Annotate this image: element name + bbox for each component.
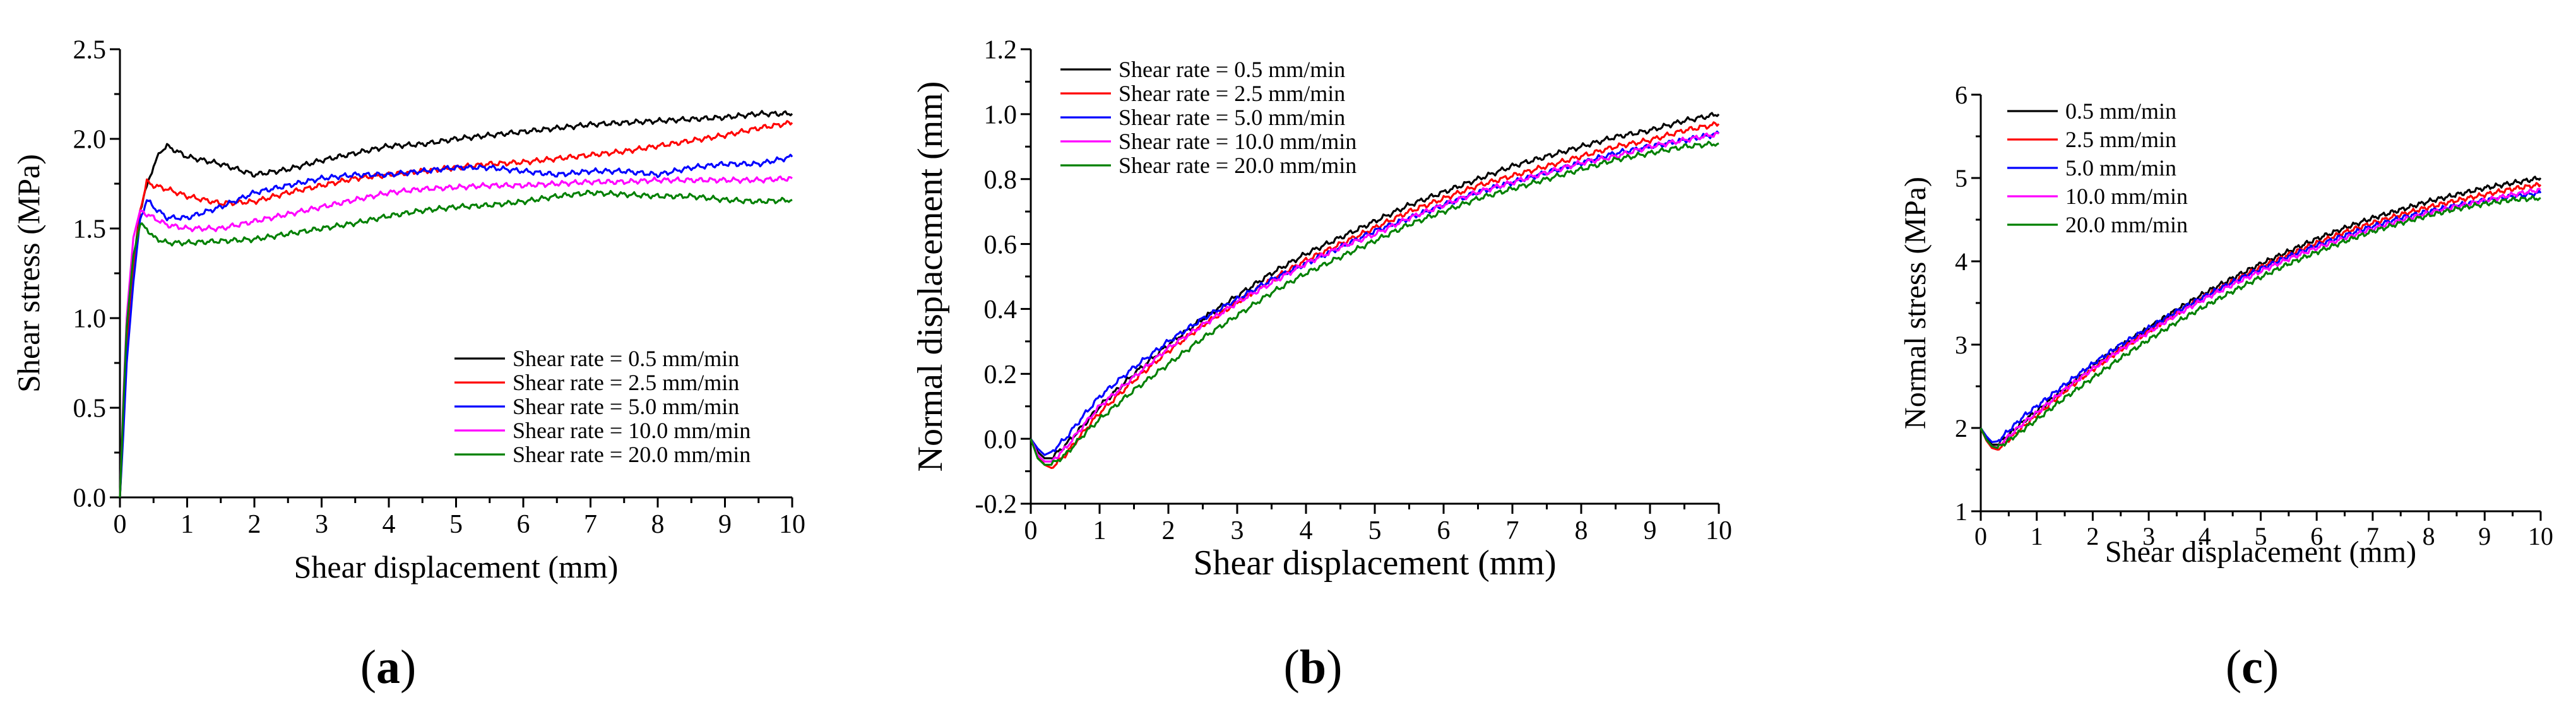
x-tick-label: 3 [2142,522,2155,550]
series-line-5 [1979,195,2541,449]
legend-entry-label: Shear rate = 0.5 mm/min [513,346,739,371]
legend-entry-label: Shear rate = 20.0 mm/min [513,442,751,467]
legend-entry-label: 10.0 mm/min [2065,184,2188,209]
x-tick-label: 5 [1368,516,1382,545]
x-tick-label: 10 [2528,522,2553,550]
series-line-5 [119,189,793,498]
x-tick-label: 1 [2031,522,2043,550]
x-tick-label: 10 [1706,516,1732,545]
y-tick-label: 6 [1955,81,1968,109]
legend-entry-label: Shear rate = 0.5 mm/min [1119,57,1345,82]
x-tick-label: 0 [1974,522,1987,550]
x-tick-label: 0 [114,510,127,539]
y-axis-label: Normal stress (MPa) [1899,177,1932,429]
x-axis-label: Shear displacement (mm) [294,549,619,584]
x-axis-label: Shear displacement (mm) [1193,543,1556,583]
x-tick-label: 8 [651,510,665,539]
y-tick-label: 2 [1955,414,1968,442]
y-tick-label: 1.2 [984,36,1018,65]
y-tick-label: 0.0 [73,484,107,513]
series-line-3 [1030,130,1720,456]
x-tick-label: 3 [1231,516,1244,545]
x-tick-label: 1 [1093,516,1107,545]
chart-panel-1: 0 1 2 3 4 5 6 7 8 9 10 0.0 0.5 1.0 1.5 2.0 2.5 Shear disp… [11,36,805,694]
x-tick-label: 6 [2310,522,2323,550]
x-tick-label: 6 [517,510,530,539]
legend-entry-label: 20.0 mm/min [2065,212,2188,237]
series-line-2 [1030,121,1720,470]
legend-entry-label: Shear rate = 5.0 mm/min [513,394,739,419]
y-tick-label: 0.8 [984,165,1018,194]
x-tick-label: 0 [1024,516,1038,545]
legend-entry-label: 0.5 mm/min [2065,98,2176,124]
x-tick-label: 1 [181,510,194,539]
x-tick-label: 9 [718,510,732,539]
y-tick-label: 5 [1955,164,1968,193]
x-tick-label: 9 [2478,522,2491,550]
y-tick-label: 1.0 [984,101,1018,130]
y-tick-label: 1 [1955,497,1968,526]
x-tick-label: 8 [2423,522,2435,550]
y-tick-label: 1.0 [73,305,107,334]
x-tick-label: 10 [779,510,805,539]
x-tick-label: 6 [1437,516,1451,545]
x-tick-label: 9 [1644,516,1657,545]
x-tick-label: 2 [2086,522,2099,550]
y-tick-label: -0.2 [975,490,1018,519]
y-tick-label: 3 [1955,331,1968,359]
x-axis-label: Shear displacement (mm) [2105,535,2416,569]
chart-panel-2: 0 1 2 3 4 5 6 7 8 9 10 -0.2 0.0 0.2 0.4 0.6 0.8 1.0 1.2 She… [911,36,1732,694]
legend: 0.5 mm/min 2.5 mm/min 5.0 mm/min 10.0 mm/mi… [2007,98,2188,237]
legend-entry-label: 2.5 mm/min [2065,127,2176,152]
y-tick-label: 2.0 [73,126,107,155]
x-tick-label: 8 [1575,516,1588,545]
series-line-5 [1030,141,1719,466]
x-tick-label: 4 [2199,522,2211,550]
x-tick-label: 5 [2255,522,2267,550]
x-tick-label: 4 [1300,516,1313,545]
x-tick-label: 2 [248,510,261,539]
x-tick-label: 7 [1506,516,1519,545]
y-tick-label: 0.4 [984,295,1018,324]
x-tick-label: 4 [383,510,396,539]
series-line-4 [119,175,793,498]
series-line-3 [119,153,793,498]
y-tick-label: 2.5 [73,36,107,65]
legend-entry-label: Shear rate = 2.5 mm/min [1119,81,1345,106]
legend-entry-label: Shear rate = 5.0 mm/min [1119,105,1345,130]
x-tick-label: 2 [1162,516,1175,545]
legend-entry-label: Shear rate = 2.5 mm/min [513,370,739,395]
y-tick-label: 0.2 [984,360,1018,389]
panel-label: (b) [1284,641,1343,694]
x-tick-label: 7 [584,510,597,539]
y-tick-label: 1.5 [73,215,107,244]
panel-label: (c) [2226,641,2279,694]
y-tick-label: 0.0 [984,425,1018,454]
y-tick-label: 4 [1955,247,1968,276]
legend-entry-label: 5.0 mm/min [2065,155,2176,181]
series-line-1 [119,110,793,498]
y-axis-label: Shear stress (MPa) [11,154,46,393]
series-line-4 [1030,131,1719,463]
x-tick-label: 5 [449,510,463,539]
x-tick-label: 7 [2366,522,2379,550]
x-tick-label: 3 [315,510,328,539]
y-tick-label: 0.6 [984,230,1018,259]
y-axis-label: Normal displacement (mm) [911,81,950,472]
legend-entry-label: Shear rate = 10.0 mm/min [513,418,751,443]
legend-entry-label: Shear rate = 10.0 mm/min [1119,129,1356,154]
legend-entry-label: Shear rate = 20.0 mm/min [1119,153,1356,178]
y-tick-label: 0.5 [73,395,107,424]
panel-label: (a) [360,641,417,694]
